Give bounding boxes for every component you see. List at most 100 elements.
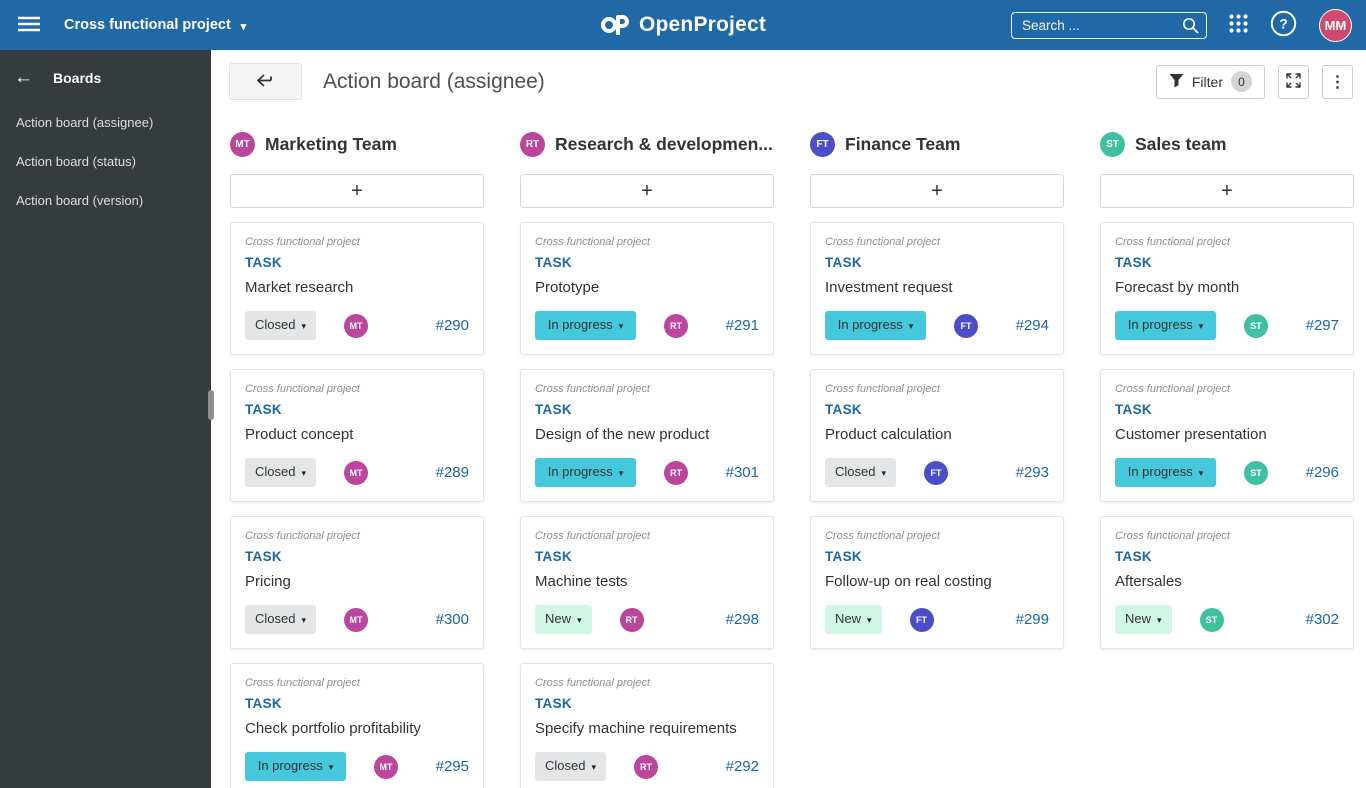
work-package-card[interactable]: Cross functional project TASK Product ca…: [810, 369, 1064, 502]
work-package-id: #294: [1015, 317, 1049, 334]
column-title: Finance Team: [845, 134, 961, 154]
column-title: Sales team: [1135, 134, 1227, 154]
status-label: In progress: [547, 464, 613, 479]
work-package-card[interactable]: Cross functional project TASK Follow-up …: [810, 516, 1064, 649]
work-package-id: #301: [725, 464, 759, 481]
hamburger-icon: [18, 16, 40, 35]
card-list: Cross functional project TASK Forecast b…: [1100, 222, 1354, 649]
status-label: Closed: [255, 611, 296, 626]
work-package-id: #298: [725, 611, 759, 628]
project-switcher[interactable]: Cross functional project ▾: [64, 17, 246, 33]
card-title: Customer presentation: [1115, 426, 1267, 443]
add-card-button[interactable]: +: [810, 174, 1064, 208]
card-type-label: TASK: [535, 402, 572, 417]
card-project-name: Cross functional project: [825, 236, 940, 248]
card-footer: In progress ▾ RT #301: [535, 458, 759, 487]
status-dropdown[interactable]: In progress ▾: [825, 311, 926, 340]
work-package-id: #289: [435, 464, 469, 481]
sidebar-resize-handle[interactable]: [208, 390, 214, 420]
assignee-avatar: MT: [374, 754, 398, 779]
status-dropdown[interactable]: In progress ▾: [535, 458, 636, 487]
add-card-button[interactable]: +: [1100, 174, 1354, 208]
sidebar-item-action-board-assignee[interactable]: Action board (assignee): [0, 103, 211, 142]
assignee-avatar: MT: [344, 607, 368, 632]
add-card-button[interactable]: +: [520, 174, 774, 208]
work-package-card[interactable]: Cross functional project TASK Investment…: [810, 222, 1064, 355]
card-project-name: Cross functional project: [535, 530, 650, 542]
work-package-id: #290: [435, 317, 469, 334]
work-package-card[interactable]: Cross functional project TASK Check port…: [230, 663, 484, 788]
work-package-card[interactable]: Cross functional project TASK Forecast b…: [1100, 222, 1354, 355]
card-type-label: TASK: [245, 696, 282, 711]
back-arrow-icon: [256, 73, 275, 90]
card-list: Cross functional project TASK Investment…: [810, 222, 1064, 649]
help-button[interactable]: ?: [1270, 10, 1297, 40]
chevron-down-icon: ▾: [301, 321, 306, 331]
card-footer: New ▾ RT #298: [535, 605, 759, 634]
assignee-avatar: RT: [664, 460, 688, 485]
status-dropdown[interactable]: In progress ▾: [1115, 458, 1216, 487]
card-title: Aftersales: [1115, 573, 1182, 590]
card-footer: New ▾ FT #299: [825, 605, 1049, 634]
card-footer: In progress ▾ ST #296: [1115, 458, 1339, 487]
sidebar-item-action-board-version[interactable]: Action board (version): [0, 181, 211, 220]
status-dropdown[interactable]: Closed ▾: [245, 311, 316, 340]
hamburger-menu-button[interactable]: [14, 12, 44, 39]
status-dropdown[interactable]: Closed ▾: [535, 752, 606, 781]
status-dropdown[interactable]: New ▾: [535, 605, 592, 634]
user-avatar[interactable]: MM: [1319, 8, 1352, 42]
openproject-logo-icon: [600, 11, 630, 40]
sidebar-back-button[interactable]: ←: [14, 68, 33, 87]
status-dropdown[interactable]: Closed ▾: [245, 605, 316, 634]
back-to-boards-button[interactable]: [229, 63, 302, 100]
toolbar-actions: Filter 0 ⋮: [1155, 64, 1353, 99]
work-package-card[interactable]: Cross functional project TASK Market res…: [230, 222, 484, 355]
work-package-card[interactable]: Cross functional project TASK Aftersales…: [1100, 516, 1354, 649]
add-card-button[interactable]: +: [230, 174, 484, 208]
status-label: New: [1125, 611, 1152, 626]
board-column: MT Marketing Team + Cross functional pro…: [230, 118, 484, 788]
column-title: Research & developmen...: [555, 134, 773, 154]
assignee-avatar: MT: [344, 313, 368, 338]
assignee-avatar: ST: [1244, 313, 1268, 338]
work-package-id: #297: [1305, 317, 1339, 334]
status-label: Closed: [835, 464, 876, 479]
status-label: New: [835, 611, 862, 626]
work-package-card[interactable]: Cross functional project TASK Product co…: [230, 369, 484, 502]
work-package-card[interactable]: Cross functional project TASK Prototype …: [520, 222, 774, 355]
card-title: Market research: [245, 279, 354, 296]
card-type-label: TASK: [535, 549, 572, 564]
modules-menu-button[interactable]: [1229, 14, 1248, 36]
work-package-card[interactable]: Cross functional project TASK Machine te…: [520, 516, 774, 649]
card-project-name: Cross functional project: [535, 383, 650, 395]
work-package-id: #293: [1015, 464, 1049, 481]
help-icon: ?: [1270, 10, 1297, 40]
column-header: FT Finance Team: [810, 132, 1064, 157]
card-project-name: Cross functional project: [825, 530, 940, 542]
board-settings-button[interactable]: ⋮: [1322, 64, 1353, 99]
work-package-card[interactable]: Cross functional project TASK Pricing Cl…: [230, 516, 484, 649]
status-dropdown[interactable]: In progress ▾: [535, 311, 636, 340]
work-package-card[interactable]: Cross functional project TASK Design of …: [520, 369, 774, 502]
chevron-down-icon: ▾: [1198, 468, 1204, 478]
status-dropdown[interactable]: In progress ▾: [1115, 311, 1216, 340]
status-dropdown[interactable]: In progress ▾: [245, 752, 346, 781]
card-title: Pricing: [245, 573, 291, 590]
filter-label: Filter: [1191, 73, 1223, 90]
project-name: Cross functional project: [64, 17, 231, 33]
work-package-card[interactable]: Cross functional project TASK Specify ma…: [520, 663, 774, 788]
search-input[interactable]: [1011, 11, 1207, 39]
logo[interactable]: OpenProject: [600, 0, 766, 50]
work-package-card[interactable]: Cross functional project TASK Customer p…: [1100, 369, 1354, 502]
assignee-avatar: ST: [1244, 460, 1268, 485]
status-dropdown[interactable]: Closed ▾: [245, 458, 316, 487]
card-type-label: TASK: [535, 696, 572, 711]
status-dropdown[interactable]: New ▾: [825, 605, 882, 634]
status-dropdown[interactable]: Closed ▾: [825, 458, 896, 487]
status-dropdown[interactable]: New ▾: [1115, 605, 1172, 634]
filter-button[interactable]: Filter 0: [1155, 64, 1265, 99]
card-title: Investment request: [825, 279, 953, 296]
sidebar-item-action-board-status[interactable]: Action board (status): [0, 142, 211, 181]
card-title: Product calculation: [825, 426, 952, 443]
fullscreen-button[interactable]: [1278, 64, 1309, 99]
